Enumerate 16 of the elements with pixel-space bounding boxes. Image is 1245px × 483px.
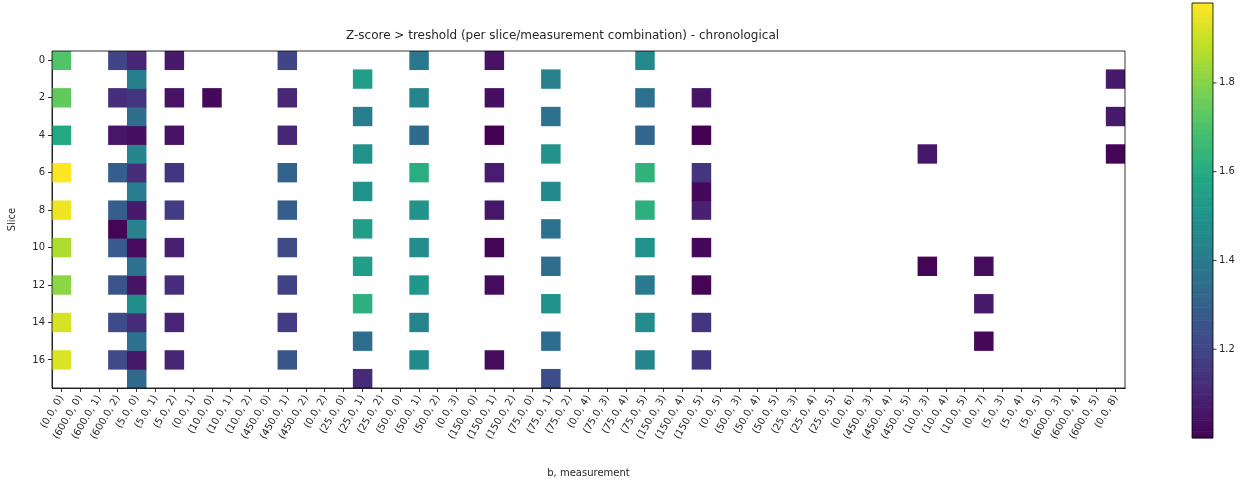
color-bar-label: 1.2 [1219, 342, 1235, 354]
y-tick-label: 12 [32, 278, 45, 290]
color-bar-label: 1.6 [1219, 165, 1235, 177]
color-bar-label: 1.8 [1219, 76, 1235, 88]
color-bar-label: 1.4 [1219, 254, 1235, 266]
y-tick-label: 10 [32, 241, 45, 253]
y-tick-label: 16 [32, 353, 45, 365]
y-axis-title: Slice [5, 207, 17, 232]
y-tick-label: 6 [38, 166, 45, 178]
y-tick-label: 0 [38, 53, 45, 65]
y-tick-label: 4 [38, 128, 45, 140]
y-tick-label: 8 [38, 203, 45, 215]
y-tick-label: 14 [32, 316, 45, 328]
chart-title: Z-score > treshold (per slice/measurement combination) - chronological [345, 28, 780, 43]
y-tick-label: 2 [38, 91, 45, 103]
x-axis-title: b, measurement [547, 466, 630, 478]
